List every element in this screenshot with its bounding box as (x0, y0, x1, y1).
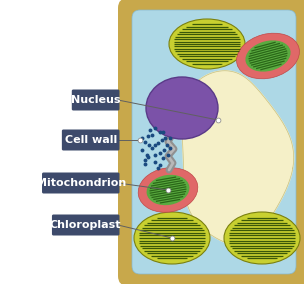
Ellipse shape (146, 77, 218, 139)
Ellipse shape (147, 175, 189, 205)
FancyBboxPatch shape (132, 10, 296, 274)
FancyBboxPatch shape (42, 172, 119, 193)
Ellipse shape (134, 212, 210, 264)
Ellipse shape (169, 19, 245, 69)
Polygon shape (182, 71, 294, 245)
FancyBboxPatch shape (118, 0, 304, 284)
Ellipse shape (237, 33, 299, 79)
Ellipse shape (245, 40, 291, 72)
Text: Chloroplast: Chloroplast (50, 220, 122, 230)
FancyBboxPatch shape (72, 89, 119, 110)
Ellipse shape (224, 212, 300, 264)
Text: Mitochondrion: Mitochondrion (36, 178, 126, 188)
Text: Cell wall: Cell wall (64, 135, 117, 145)
Ellipse shape (138, 168, 198, 212)
FancyBboxPatch shape (52, 214, 119, 235)
Text: Nucleus: Nucleus (71, 95, 120, 105)
FancyBboxPatch shape (62, 130, 119, 151)
